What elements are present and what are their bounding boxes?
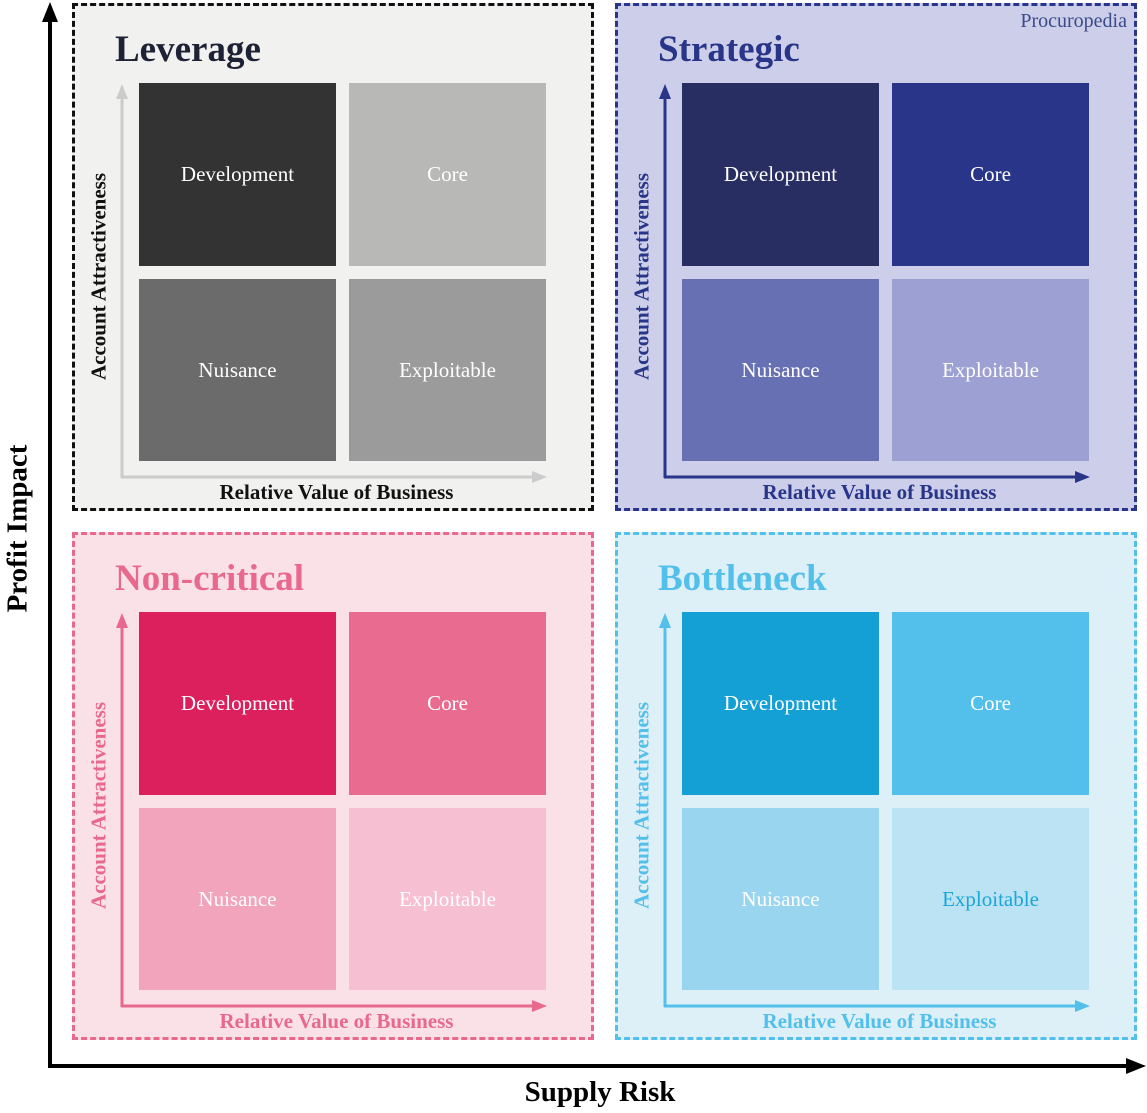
y-axis-label: Account Attractiveness <box>86 172 111 381</box>
y-arrow-head <box>659 613 671 628</box>
y-arrow-head <box>116 613 128 628</box>
x-axis-label: Relative Value of Business <box>219 1009 454 1033</box>
cell-exploitable: Exploitable <box>892 808 1089 990</box>
y-arrow-head <box>116 84 128 99</box>
x-arrow-head <box>1075 471 1090 483</box>
x-axis-label: Relative Value of Business <box>762 480 997 504</box>
cell-development: Development <box>139 83 336 266</box>
quadrant-axes <box>659 613 1090 1012</box>
quadrant-axes <box>116 613 547 1012</box>
x-arrow-head <box>532 471 547 483</box>
cell-nuisance: Nuisance <box>139 808 336 990</box>
x-arrow-head <box>1075 1000 1090 1012</box>
cell-core: Core <box>892 612 1089 795</box>
quadrant-axes <box>116 84 547 483</box>
y-axis-label: Account Attractiveness <box>86 701 111 910</box>
cell-core: Core <box>892 83 1089 266</box>
x-axis-label: Relative Value of Business <box>762 1009 997 1033</box>
cell-nuisance: Nuisance <box>139 279 336 461</box>
x-axis-title: Supply Risk <box>524 1076 676 1108</box>
y-axis-arrowhead <box>42 2 58 22</box>
cell-exploitable: Exploitable <box>892 279 1089 461</box>
quadrant-title: Bottleneck <box>658 558 827 599</box>
cell-core: Core <box>349 612 546 795</box>
cell-nuisance: Nuisance <box>682 808 879 990</box>
y-axis-title: Profit Impact <box>1 444 34 613</box>
cell-nuisance: Nuisance <box>682 279 879 461</box>
quadrant-strategic: Strategic Development Core Nuisance Exploit… <box>615 3 1137 511</box>
cell-core: Core <box>349 83 546 266</box>
cell-exploitable: Exploitable <box>349 279 546 461</box>
cell-development: Development <box>139 612 336 795</box>
cell-exploitable: Exploitable <box>349 808 546 990</box>
y-arrow-head <box>659 84 671 99</box>
brand-watermark: Procuropedia <box>1020 10 1127 32</box>
x-axis-arrowhead <box>1126 1058 1146 1074</box>
cell-development: Development <box>682 612 879 795</box>
quadrant-title: Non-critical <box>115 558 305 599</box>
x-arrow-head <box>532 1000 547 1012</box>
x-axis-label: Relative Value of Business <box>219 480 454 504</box>
quadrant-title: Strategic <box>658 29 800 70</box>
quadrant-title: Leverage <box>115 29 261 70</box>
quadrant-bottleneck: Bottleneck Development Core Nuisance Exploi… <box>615 532 1137 1040</box>
quadrant-axes <box>659 84 1090 483</box>
quadrant-leverage: Leverage Development Core Nuisance Exploita… <box>72 3 594 511</box>
quadrant-non-critical: Non-critical Development Core Nuisance Expl… <box>72 532 594 1040</box>
y-axis-label: Account Attractiveness <box>629 172 654 381</box>
cell-development: Development <box>682 83 879 266</box>
y-axis-label: Account Attractiveness <box>629 701 654 910</box>
